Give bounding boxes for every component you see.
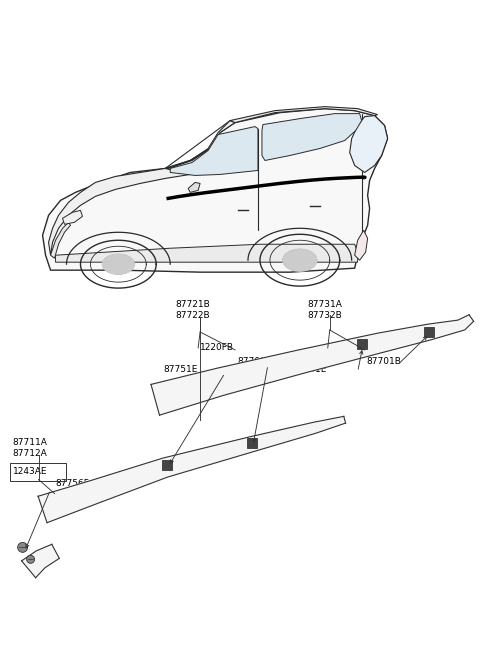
- Polygon shape: [165, 121, 235, 168]
- Polygon shape: [162, 460, 172, 470]
- Polygon shape: [38, 417, 346, 523]
- Text: 87756F: 87756F: [56, 479, 89, 488]
- Text: 87731A
87732B: 87731A 87732B: [308, 300, 343, 320]
- Text: 87701B: 87701B: [237, 358, 272, 366]
- Polygon shape: [151, 315, 474, 415]
- Polygon shape: [247, 438, 257, 447]
- Polygon shape: [48, 168, 190, 255]
- Polygon shape: [102, 254, 134, 274]
- Polygon shape: [22, 544, 60, 578]
- Text: 1243AE: 1243AE: [12, 467, 47, 476]
- Circle shape: [26, 555, 35, 563]
- Polygon shape: [355, 231, 368, 260]
- Text: 87751E: 87751E: [163, 365, 198, 375]
- Text: 87701B: 87701B: [367, 358, 401, 366]
- Polygon shape: [170, 126, 258, 176]
- Polygon shape: [350, 116, 387, 172]
- Circle shape: [18, 542, 28, 552]
- Polygon shape: [43, 109, 387, 272]
- Polygon shape: [357, 339, 367, 349]
- Text: 87751E: 87751E: [293, 365, 327, 375]
- Polygon shape: [283, 250, 317, 271]
- Polygon shape: [424, 327, 434, 337]
- Polygon shape: [188, 183, 200, 193]
- Polygon shape: [62, 210, 83, 224]
- Text: 87711A
87712A: 87711A 87712A: [12, 438, 48, 458]
- Text: 1220FB: 1220FB: [200, 343, 234, 352]
- Polygon shape: [56, 244, 358, 262]
- Polygon shape: [230, 107, 378, 122]
- Polygon shape: [50, 222, 71, 258]
- Polygon shape: [262, 113, 361, 160]
- Text: 87721B
87722B: 87721B 87722B: [175, 300, 210, 320]
- Text: 1220FB: 1220FB: [330, 343, 364, 352]
